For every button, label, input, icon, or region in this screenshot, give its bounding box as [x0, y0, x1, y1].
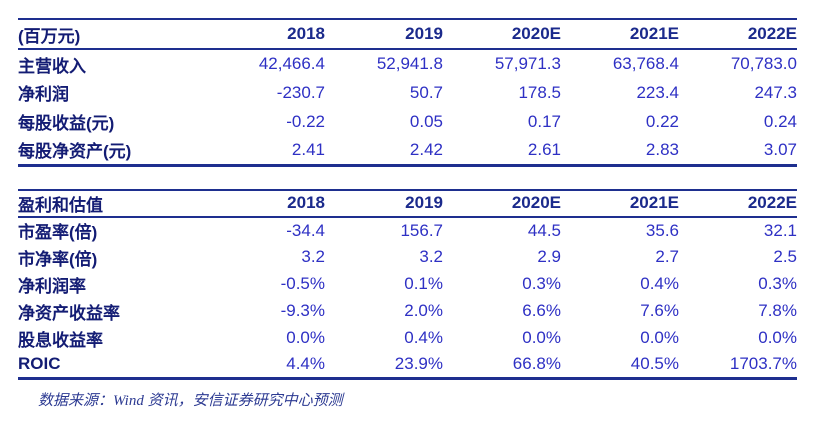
- table-cell: 0.4%: [640, 274, 679, 293]
- row-label: 市盈率(倍): [18, 223, 98, 242]
- row-label: ROIC: [18, 354, 61, 374]
- table-row-dividend-yield: 股息收益率 0.0% 0.4% 0.0% 0.0% 0.0%: [18, 325, 797, 352]
- column-header-2022e: 2022E: [747, 193, 797, 212]
- table-cell: 57,971.3: [494, 54, 561, 73]
- table-cell: 42,466.4: [258, 54, 325, 73]
- row-label: 净利润率: [18, 276, 86, 296]
- table-cell: 2.0%: [404, 301, 443, 320]
- table-cell: 63,768.4: [612, 54, 679, 73]
- financial-forecast-table: (百万元) 2018 2019 2020E 2021E 2022E 主营收入 4…: [18, 18, 797, 167]
- table-cell: 50.7: [409, 82, 443, 102]
- column-header-2018: 2018: [287, 193, 325, 212]
- table-cell: -230.7: [276, 82, 325, 102]
- table-header-row: (百万元) 2018 2019 2020E 2021E 2022E: [18, 19, 797, 49]
- table-cell: 52,941.8: [376, 54, 443, 73]
- row-label: 每股收益(元): [18, 114, 115, 133]
- table-cell: 4.4%: [286, 354, 325, 374]
- data-source-note: 数据来源：Wind 资讯，安信证券研究中心预测: [38, 393, 343, 409]
- table-cell: 2.9: [537, 247, 561, 266]
- tables-container: (百万元) 2018 2019 2020E 2021E 2022E 主营收入 4…: [18, 18, 797, 409]
- table-cell: 32.1: [763, 220, 797, 240]
- column-header-2020e: 2020E: [511, 193, 561, 212]
- table-cell: 0.24: [763, 111, 797, 131]
- table-cell: 44.5: [527, 220, 561, 240]
- table-cell: 35.6: [645, 220, 679, 240]
- row-label: 市净率(倍): [18, 249, 98, 269]
- table-row-roe: 净资产收益率 -9.3% 2.0% 6.6% 7.6% 7.8%: [18, 298, 797, 325]
- table-cell: 178.5: [518, 82, 561, 102]
- table-cell: 40.5%: [630, 354, 679, 374]
- column-header-2018: 2018: [287, 24, 325, 43]
- column-header-valuation: 盈利和估值: [18, 195, 103, 215]
- table-cell: 2.83: [645, 139, 679, 159]
- table-cell: 3.2: [301, 247, 325, 266]
- column-header-2021e: 2021E: [629, 24, 679, 43]
- table-cell: 0.0%: [640, 328, 679, 347]
- table-cell: 0.0%: [286, 328, 325, 347]
- table-row-pe: 市盈率(倍) -34.4 156.7 44.5 35.6 32.1: [18, 217, 797, 244]
- table-cell: 156.7: [400, 220, 443, 240]
- table-cell: 0.17: [527, 111, 561, 131]
- table-cell: 0.4%: [404, 328, 443, 347]
- table-cell: 2.41: [291, 139, 325, 159]
- table-cell: 2.5: [773, 247, 797, 266]
- table-cell: 1703.7%: [729, 354, 797, 374]
- table-cell: -34.4: [286, 220, 325, 240]
- table-cell: 7.6%: [640, 301, 679, 320]
- column-header-2019: 2019: [405, 193, 443, 212]
- valuation-table: 盈利和估值 2018 2019 2020E 2021E 2022E 市盈率(倍)…: [18, 188, 797, 380]
- table-row-net-margin: 净利润率 -0.5% 0.1% 0.3% 0.4% 0.3%: [18, 271, 797, 298]
- table-cell: -0.5%: [280, 274, 325, 293]
- table-cell: 66.8%: [512, 354, 561, 374]
- row-label: 净利润: [18, 85, 69, 104]
- table-cell: 2.61: [527, 139, 561, 159]
- table-cell: 0.3%: [758, 274, 797, 293]
- table-row-pb: 市净率(倍) 3.2 3.2 2.9 2.7 2.5: [18, 244, 797, 271]
- column-header-unit: (百万元): [18, 26, 81, 46]
- table-cell: 0.0%: [758, 328, 797, 347]
- table-cell: 6.6%: [522, 301, 561, 320]
- table-row-net-profit: 净利润 -230.7 50.7 178.5 223.4 247.3: [18, 78, 797, 107]
- column-header-2019: 2019: [405, 24, 443, 43]
- table-cell: 0.3%: [522, 274, 561, 293]
- table-header-row: 盈利和估值 2018 2019 2020E 2021E 2022E: [18, 190, 797, 217]
- column-header-2020e: 2020E: [511, 24, 561, 43]
- row-label: 主营收入: [18, 56, 86, 76]
- table-cell: 3.2: [419, 247, 443, 266]
- table-cell: 2.42: [409, 139, 443, 159]
- table-row-bvps: 每股净资产(元) 2.41 2.42 2.61 2.83 3.07: [18, 136, 797, 165]
- table-cell: 23.9%: [394, 354, 443, 374]
- row-label: 每股净资产(元): [18, 142, 132, 162]
- row-label: 股息收益率: [18, 330, 103, 350]
- table-cell: 2.7: [655, 247, 679, 266]
- row-label: 净资产收益率: [18, 303, 120, 323]
- table-row-eps: 每股收益(元) -0.22 0.05 0.17 0.22 0.24: [18, 107, 797, 136]
- table-cell: 223.4: [636, 82, 679, 102]
- table-row-revenue: 主营收入 42,466.4 52,941.8 57,971.3 63,768.4…: [18, 49, 797, 78]
- table-cell: 0.0%: [522, 328, 561, 347]
- table-cell: -0.22: [286, 111, 325, 131]
- table-cell: 247.3: [754, 82, 797, 102]
- table-row-roic: ROIC 4.4% 23.9% 66.8% 40.5% 1703.7%: [18, 352, 797, 379]
- column-header-2022e: 2022E: [747, 24, 797, 43]
- table-cell: 0.1%: [404, 274, 443, 293]
- table-cell: 7.8%: [758, 301, 797, 320]
- table-cell: 3.07: [763, 139, 797, 159]
- table-cell: -9.3%: [280, 301, 325, 320]
- table-cell: 0.22: [645, 111, 679, 131]
- column-header-2021e: 2021E: [629, 193, 679, 212]
- table-cell: 0.05: [409, 111, 443, 131]
- table-cell: 70,783.0: [730, 54, 797, 73]
